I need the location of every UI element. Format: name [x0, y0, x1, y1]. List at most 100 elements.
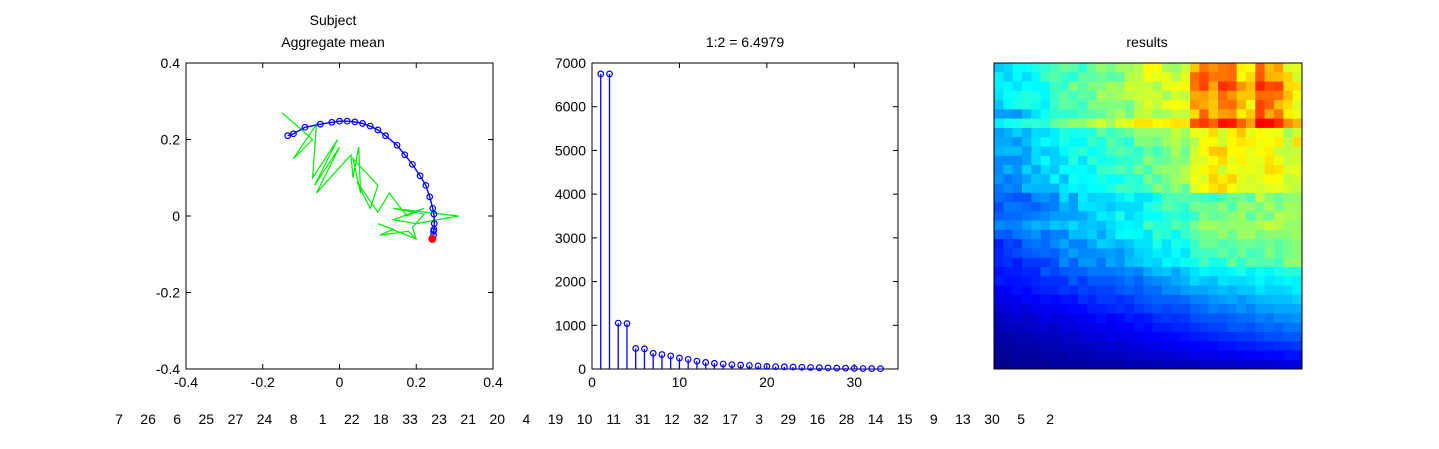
heatmap-cell: [1124, 331, 1135, 342]
heatmap-cell: [1068, 63, 1079, 73]
trajectory-xtick-label: 0.2: [407, 374, 427, 390]
heatmap-cell: [1292, 63, 1303, 73]
heatmap-cell: [1274, 192, 1284, 203]
heatmap-cell: [1246, 63, 1256, 73]
heatmap-cell: [1292, 331, 1303, 342]
heatmap-cell: [1124, 341, 1135, 351]
heatmap-cell: [1087, 155, 1097, 166]
stem-marker: [649, 349, 657, 357]
heatmap-cell: [1050, 81, 1060, 92]
heatmap-cell: [1003, 90, 1013, 101]
heatmap-cell: [1012, 192, 1023, 203]
heatmap-cell: [1022, 72, 1032, 82]
heatmap-cell: [1078, 192, 1088, 203]
red-series: [428, 234, 437, 243]
heatmap-cell: [1134, 285, 1144, 296]
stem-marker: [745, 362, 753, 369]
heatmap-cell: [1106, 72, 1116, 82]
stem-marker: [842, 364, 849, 372]
heatmap-cell: [1255, 118, 1265, 129]
heatmap-cell: [1218, 183, 1228, 194]
heatmap-cell: [1096, 100, 1107, 110]
heatmap-cell: [1236, 192, 1247, 203]
stem-marker: [868, 365, 876, 372]
heatmap-cell: [1283, 192, 1293, 203]
heatmap-cell: [1199, 220, 1209, 231]
heatmap-cell: [1087, 183, 1097, 194]
heatmap-cell: [1283, 146, 1293, 157]
heatmap-cell: [1199, 146, 1209, 157]
heatmap-cell: [1078, 239, 1088, 249]
heatmap-cell: [1143, 350, 1153, 361]
heatmap-cell: [1040, 174, 1051, 184]
heatmap-cell: [1134, 322, 1144, 333]
heatmap-cell: [1227, 267, 1237, 277]
heatmap-cell: [1218, 359, 1228, 370]
heatmap-cell: [1096, 183, 1107, 194]
stem-marker: [850, 364, 858, 372]
stem-marker: [754, 362, 762, 370]
heatmap-cell: [1152, 350, 1163, 361]
heatmap-cell: [1096, 276, 1107, 286]
heatmap-cell: [1190, 331, 1200, 342]
heatmap-cell: [1227, 304, 1237, 314]
heatmap-cell: [1078, 165, 1088, 175]
heatmap-cell: [994, 294, 1004, 305]
heatmap-cell: [1031, 63, 1041, 73]
heatmap-cell: [1218, 211, 1228, 221]
heatmap-cell: [1059, 211, 1069, 221]
heatmap-cell: [1264, 165, 1275, 175]
heatmap-cell: [1274, 304, 1284, 314]
heatmap-cell: [1152, 359, 1163, 370]
heatmap-cell: [1050, 257, 1060, 268]
heatmap-cell: [1264, 313, 1275, 323]
heatmap-cell: [1134, 248, 1144, 259]
heatmap-cell: [1059, 350, 1069, 361]
heatmap-cell: [1106, 146, 1116, 157]
stem-ytick-label: 7000: [555, 55, 586, 71]
heatmap-cell: [1171, 63, 1181, 73]
heatmap-cell: [1003, 211, 1013, 221]
trajectory-axes: [185, 62, 494, 370]
heatmap-cell: [1208, 127, 1219, 138]
heatmap-cell: [1040, 109, 1051, 119]
heatmap-cell: [1255, 313, 1265, 323]
heatmap-cell: [1218, 146, 1228, 157]
heatmap-cell: [1162, 267, 1172, 277]
heatmap-cell: [1171, 229, 1181, 240]
heatmap-cell: [1106, 192, 1116, 203]
heatmap-cell: [1059, 118, 1069, 129]
heatmap-cell: [1162, 294, 1172, 305]
heatmap-cell: [1022, 322, 1032, 333]
heatmap-cell: [1292, 313, 1303, 323]
heatmap-cell: [994, 174, 1004, 184]
heatmap-cell: [1218, 350, 1228, 361]
heatmap-cell: [1246, 331, 1256, 342]
heatmap-cell: [1031, 331, 1041, 342]
heatmap-cell: [1246, 192, 1256, 203]
order-label: 3: [755, 411, 763, 427]
heatmap-cell: [1040, 285, 1051, 296]
heatmap-cell: [1218, 267, 1228, 277]
heatmap-cell: [1124, 294, 1135, 305]
heatmap-cell: [1292, 350, 1303, 361]
stem-marker: [667, 352, 675, 360]
heatmap-cell: [1162, 127, 1172, 138]
heatmap-cell: [1106, 304, 1116, 314]
heatmap-cell: [1143, 211, 1153, 221]
heatmap-cell: [1218, 304, 1228, 314]
heatmap-cell: [1274, 100, 1284, 110]
heatmap-cell: [1274, 248, 1284, 259]
heatmap-cell: [1274, 202, 1284, 212]
heatmap-cell: [1236, 90, 1247, 101]
heatmap-cell: [1180, 267, 1191, 277]
heatmap-cell: [1050, 239, 1060, 249]
heatmap-cell: [1162, 350, 1172, 361]
heatmap-cell: [1012, 331, 1023, 342]
heatmap-cell: [1124, 155, 1135, 166]
heatmap-cell: [1246, 137, 1256, 147]
heatmap-cell: [1162, 211, 1172, 221]
heatmap-cell: [1031, 285, 1041, 296]
heatmap-cell: [1152, 294, 1163, 305]
heatmap-cell: [1274, 165, 1284, 175]
